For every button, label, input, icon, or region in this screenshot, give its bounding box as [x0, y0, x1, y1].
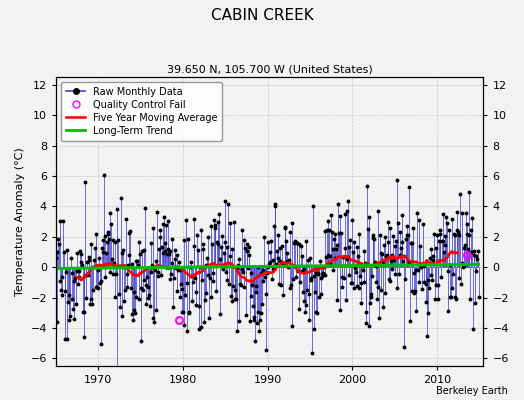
Text: Berkeley Earth: Berkeley Earth: [436, 386, 508, 396]
Y-axis label: Temperature Anomaly (°C): Temperature Anomaly (°C): [15, 147, 25, 296]
Legend: Raw Monthly Data, Quality Control Fail, Five Year Moving Average, Long-Term Tren: Raw Monthly Data, Quality Control Fail, …: [61, 82, 222, 140]
Title: 39.650 N, 105.700 W (United States): 39.650 N, 105.700 W (United States): [167, 65, 373, 75]
Text: CABIN CREEK: CABIN CREEK: [211, 8, 313, 23]
